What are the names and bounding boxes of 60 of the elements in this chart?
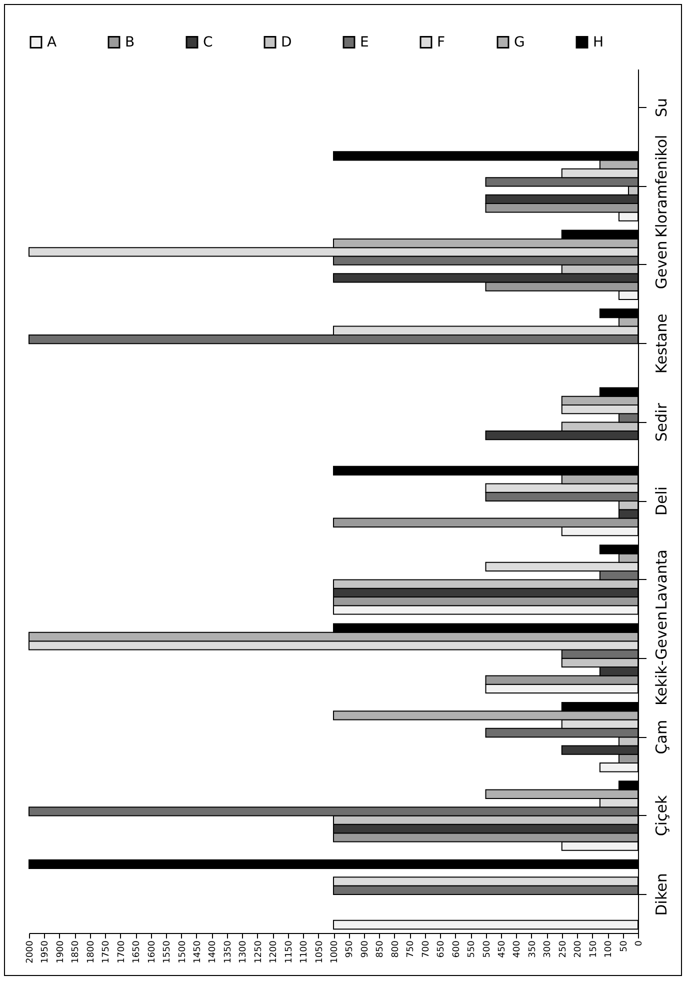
x-tick-label: 1250 bbox=[254, 940, 264, 964]
x-tick-label: 400 bbox=[512, 940, 523, 958]
x-tick-label: 700 bbox=[421, 940, 432, 958]
x-tick-label: 50 bbox=[619, 940, 630, 952]
x-tick-label: 750 bbox=[406, 940, 416, 958]
x-tick-label: 1900 bbox=[56, 940, 66, 964]
legend-label: G bbox=[514, 34, 525, 50]
x-tick-label: 1450 bbox=[192, 940, 203, 964]
x-tick-label: 800 bbox=[390, 940, 401, 958]
x-tick-label: 600 bbox=[452, 940, 462, 958]
x-tick-label: 1200 bbox=[269, 940, 280, 964]
x-tick-label: 1500 bbox=[178, 940, 188, 964]
x-tick-label: 2000 bbox=[26, 940, 36, 964]
y-tick-label: Kestane bbox=[652, 314, 670, 374]
legend-label: E bbox=[360, 34, 369, 50]
x-tick-label: 100 bbox=[604, 940, 614, 958]
legend-label: B bbox=[125, 34, 135, 50]
x-tick-label: 250 bbox=[558, 940, 568, 958]
x-tick-label: 950 bbox=[345, 940, 356, 958]
x-tick-label: 1150 bbox=[284, 940, 294, 964]
x-tick-label: 1100 bbox=[300, 940, 310, 964]
legend-label: F bbox=[437, 34, 446, 50]
x-tick-label: 350 bbox=[528, 940, 538, 958]
y-tick-label: Kloramfenikol bbox=[652, 134, 670, 238]
x-tick-label: 1350 bbox=[223, 940, 234, 964]
x-tick-label: 1300 bbox=[238, 940, 249, 964]
y-tick-label: Lavanta bbox=[652, 550, 670, 610]
x-tick-label: 850 bbox=[376, 940, 386, 958]
x-tick-label: 1950 bbox=[40, 940, 51, 964]
x-tick-label: 0 bbox=[634, 940, 644, 946]
x-tick-label: 1050 bbox=[314, 940, 325, 964]
x-tick-label: 550 bbox=[467, 940, 478, 958]
x-tick-label: 450 bbox=[497, 940, 508, 958]
y-tick-label: Geven bbox=[652, 240, 670, 290]
y-tick-label: Kekik-Geven bbox=[652, 611, 670, 706]
y-tick-label: Su bbox=[652, 98, 670, 118]
x-tick-label: 900 bbox=[360, 940, 370, 958]
legend-label: D bbox=[281, 34, 292, 50]
x-tick-label: 650 bbox=[436, 940, 447, 958]
y-tick-label: Sedir bbox=[652, 402, 670, 442]
x-tick-label: 150 bbox=[588, 940, 599, 958]
y-tick-label: Deli bbox=[652, 486, 670, 516]
y-tick-label: Çiçek bbox=[652, 795, 670, 836]
x-tick-label: 1550 bbox=[162, 940, 173, 964]
x-tick-label: 500 bbox=[482, 940, 492, 958]
x-tick-label: 1750 bbox=[102, 940, 112, 964]
legend-label: H bbox=[593, 34, 604, 50]
x-tick-label: 200 bbox=[574, 940, 584, 958]
x-tick-label: 1000 bbox=[330, 940, 340, 964]
x-tick-label: 1600 bbox=[147, 940, 158, 964]
x-tick-label: 1400 bbox=[208, 940, 218, 964]
x-tick-label: 1700 bbox=[116, 940, 127, 964]
x-tick-label: 1850 bbox=[71, 940, 82, 964]
x-tick-label: 300 bbox=[543, 940, 554, 958]
x-tick-label: 1650 bbox=[132, 940, 142, 964]
legend-label: A bbox=[47, 34, 57, 50]
x-tick-label: 1800 bbox=[86, 940, 96, 964]
y-tick-label: Çam bbox=[652, 720, 670, 754]
y-tick-label: Diken bbox=[652, 873, 670, 916]
legend-label: C bbox=[203, 34, 213, 50]
